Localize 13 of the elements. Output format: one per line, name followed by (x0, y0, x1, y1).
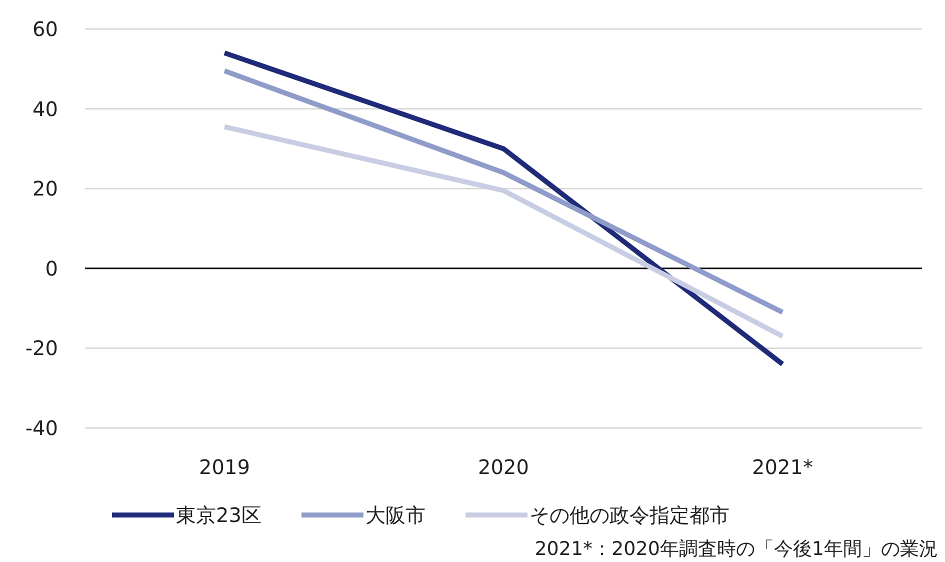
x-tick-label: 2019 (199, 455, 250, 479)
y-tick-label: -20 (25, 336, 58, 360)
legend-label: 大阪市 (365, 503, 426, 527)
y-tick-label: -40 (25, 416, 58, 440)
legend-label: 東京23区 (176, 503, 262, 527)
legend-label: その他の政令指定都市 (529, 503, 730, 527)
x-tick-label: 2021* (752, 455, 813, 479)
y-tick-label: 60 (32, 17, 58, 41)
text: 2021*：2020年調査時の「今後1年間」の業況 (534, 538, 938, 560)
y-tick-label: 20 (32, 176, 58, 201)
y-tick-label: 0 (45, 256, 58, 280)
x-tick-label: 2020 (478, 455, 529, 479)
y-tick-label: 40 (32, 96, 58, 121)
